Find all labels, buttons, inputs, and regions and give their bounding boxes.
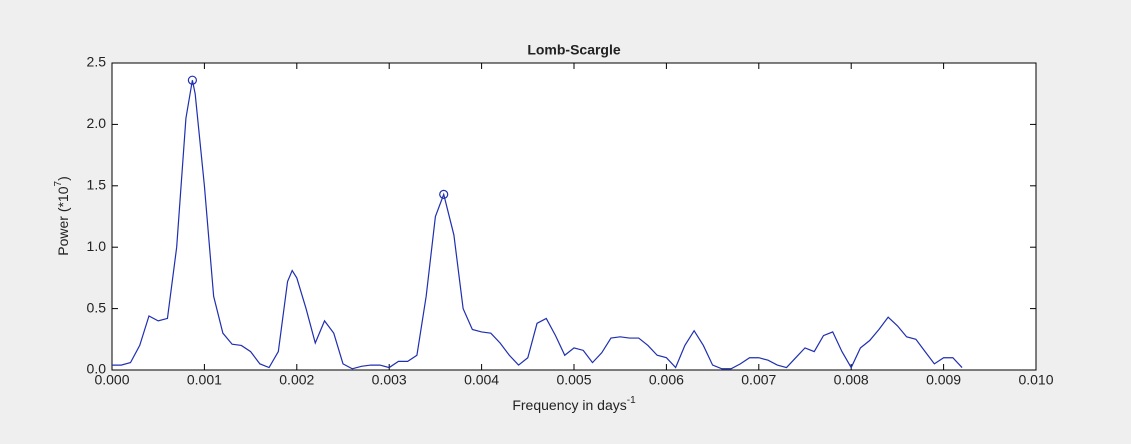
x-axis-label-text: Frequency in days bbox=[512, 397, 626, 413]
y-tick-label: 1.0 bbox=[87, 238, 107, 254]
y-axis-label-end: ) bbox=[55, 176, 71, 181]
x-tick-label: 0.007 bbox=[741, 372, 776, 388]
y-tick-label: 0.0 bbox=[87, 361, 107, 377]
x-tick-label: 0.010 bbox=[1018, 372, 1053, 388]
peak-marker bbox=[439, 189, 449, 199]
x-tick-label: 0.009 bbox=[926, 372, 961, 388]
x-axis-label-sup: -1 bbox=[627, 395, 636, 406]
line-series bbox=[112, 80, 963, 370]
peak-marker bbox=[187, 75, 197, 85]
x-axis-label: Frequency in days-1 bbox=[512, 395, 636, 413]
x-tick-label: 0.000 bbox=[94, 372, 129, 388]
x-tick-label: 0.001 bbox=[187, 372, 222, 388]
x-tick-label: 0.006 bbox=[649, 372, 684, 388]
y-tick-label: 2.0 bbox=[87, 115, 107, 131]
plot-area bbox=[111, 62, 1037, 371]
y-axis-label-text: Power (*10 bbox=[55, 186, 71, 255]
x-tick-label: 0.003 bbox=[372, 372, 407, 388]
x-tick-label: 0.008 bbox=[834, 372, 869, 388]
x-tick-label: 0.004 bbox=[464, 372, 499, 388]
y-tick-label: 1.5 bbox=[87, 177, 107, 193]
chart-title: Lomb-Scargle bbox=[527, 42, 621, 58]
x-tick-label: 0.002 bbox=[279, 372, 314, 388]
y-tick-label: 2.5 bbox=[87, 54, 107, 70]
y-axis-label: Power (*107) bbox=[53, 176, 71, 256]
x-tick-label: 0.005 bbox=[556, 372, 591, 388]
y-tick-label: 0.5 bbox=[87, 299, 107, 315]
y-axis-label-sup: 7 bbox=[53, 180, 64, 186]
